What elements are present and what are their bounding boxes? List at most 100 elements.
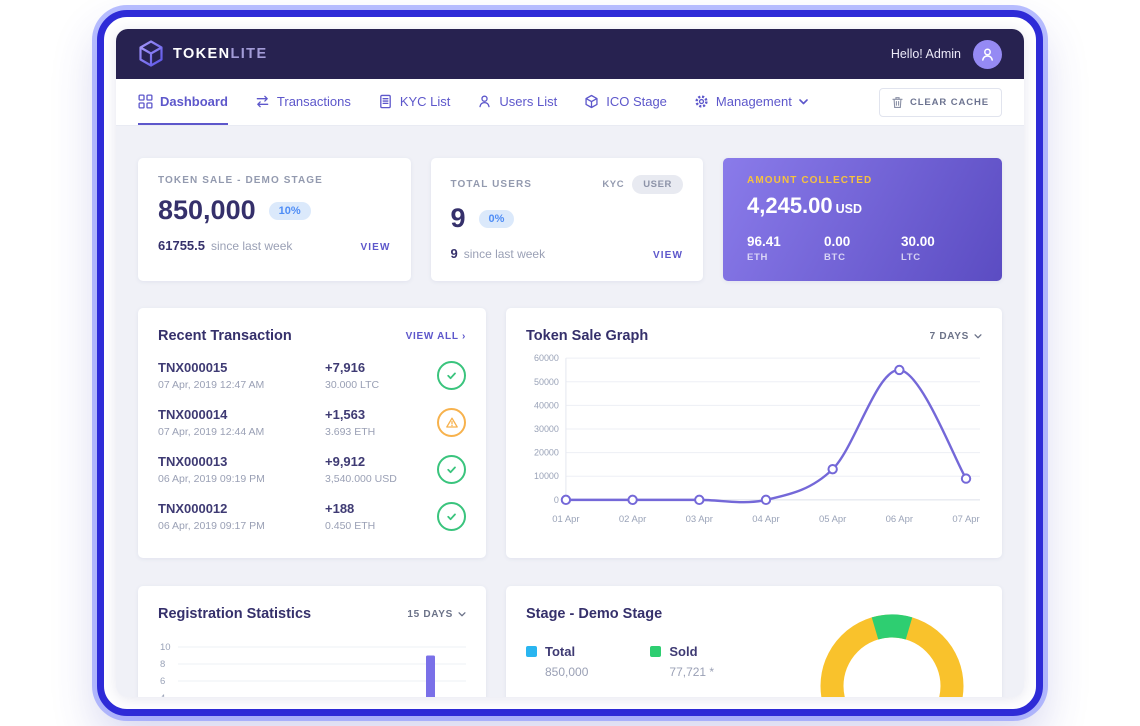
toggle-kyc[interactable]: KYC — [602, 179, 625, 190]
transaction-row[interactable]: TNX000012 06 Apr, 2019 09:17 PM +188 0.4… — [158, 501, 466, 532]
tab-users-list[interactable]: Users List — [477, 79, 557, 125]
coin-ltc: 30.00 LTC — [901, 234, 935, 263]
total-users-view-link[interactable]: VIEW — [653, 250, 683, 261]
svg-text:03 Apr: 03 Apr — [686, 514, 713, 525]
svg-text:30000: 30000 — [534, 424, 559, 434]
top-bar-right: Hello! Admin — [890, 39, 1002, 69]
chevron-down-icon — [974, 333, 982, 338]
range-select-7-days[interactable]: 7 DAYS — [930, 331, 982, 342]
cube-logo-icon — [139, 40, 163, 67]
amount-collected-value: 4,245.00 USD — [747, 193, 863, 218]
svg-text:04 Apr: 04 Apr — [752, 514, 779, 525]
token-sale-percent-badge: 10% — [268, 201, 311, 220]
svg-text:07 Apr: 07 Apr — [952, 514, 979, 525]
tab-transactions[interactable]: Transactions — [255, 79, 351, 125]
registration-statistics-card: Registration Statistics 15 DAYS 1086420 — [138, 586, 486, 697]
legend-sold-swatch — [650, 646, 662, 657]
svg-text:40000: 40000 — [534, 400, 559, 410]
tab-label: Users List — [499, 94, 558, 109]
total-users-stat-card: TOTAL USERS KYC USER 9 0% 9 since last w… — [430, 158, 703, 281]
clear-cache-button[interactable]: CLEAR CACHE — [878, 87, 1002, 117]
delta-label: since last week — [211, 239, 293, 253]
svg-text:01 Apr: 01 Apr — [552, 514, 579, 525]
card-title: Registration Statistics — [158, 606, 312, 622]
card-title: Recent Transaction — [158, 328, 292, 344]
coin-btc: 0.00 BTC — [824, 234, 851, 263]
user-avatar[interactable] — [973, 39, 1002, 69]
tab-label: KYC List — [399, 94, 451, 109]
dashboard-grid-icon — [138, 94, 153, 109]
total-users-value: 9 — [450, 203, 466, 233]
tab-ico-stage[interactable]: ICO Stage — [584, 79, 667, 125]
chevron-down-icon — [458, 611, 466, 616]
tab-label: Transactions — [276, 94, 351, 109]
tab-label: ICO Stage — [606, 94, 667, 109]
range-select-15-days[interactable]: 15 DAYS — [407, 609, 466, 620]
delta-label: since last week — [463, 247, 546, 261]
registration-bar-chart: 1086420 — [160, 642, 466, 697]
tab-dashboard[interactable]: Dashboard — [138, 79, 228, 125]
stats-row: TOKEN SALE - DEMO STAGE 850,000 10% 6175… — [138, 158, 1002, 281]
svg-text:20000: 20000 — [534, 448, 559, 458]
svg-text:4: 4 — [160, 693, 165, 697]
toggle-user[interactable]: USER — [632, 175, 683, 194]
status-success-icon — [437, 361, 466, 390]
list-document-icon — [380, 94, 391, 109]
legend-total: Total 850,000 — [526, 644, 588, 679]
gear-icon — [695, 95, 708, 108]
person-icon — [982, 48, 993, 61]
clear-cache-label: CLEAR CACHE — [909, 96, 989, 108]
stage-donut-chart — [820, 614, 964, 697]
total-users-percent-badge: 0% — [478, 209, 515, 228]
svg-text:60000: 60000 — [534, 353, 559, 363]
svg-text:06 Apr: 06 Apr — [886, 514, 913, 525]
stage-donut-wrap — [808, 602, 976, 697]
transaction-row[interactable]: TNX000013 06 Apr, 2019 09:19 PM +9,912 3… — [158, 454, 466, 485]
tab-management[interactable]: Management — [694, 79, 808, 125]
token-sale-delta: 61755.5 — [158, 238, 205, 253]
tab-label: Management — [715, 94, 792, 109]
transaction-row[interactable]: TNX000014 07 Apr, 2019 12:44 AM +1,563 3… — [158, 407, 466, 438]
stage-legend: Total 850,000 Sold 77,721 * — [526, 644, 982, 679]
svg-text:10000: 10000 — [534, 471, 559, 481]
currency-label: USD — [835, 202, 863, 216]
svg-text:0: 0 — [554, 495, 559, 505]
user-icon — [479, 95, 491, 108]
legend-sold: Sold 77,721 * — [650, 644, 714, 679]
card-title: Token Sale Graph — [526, 328, 649, 344]
token-sale-stat-card: TOKEN SALE - DEMO STAGE 850,000 10% 6175… — [138, 158, 411, 281]
brand-name: TOKENLITE — [173, 46, 268, 62]
status-success-icon — [437, 502, 466, 531]
token-sale-view-link[interactable]: VIEW — [360, 242, 391, 253]
browser-frame: TOKENLITE Hello! Admin Dashboard — [97, 10, 1043, 716]
token-sale-value: 850,000 — [158, 195, 256, 225]
users-kyc-toggle: KYC USER — [602, 175, 683, 194]
svg-text:50000: 50000 — [534, 377, 559, 387]
tab-kyc-list[interactable]: KYC List — [378, 79, 451, 125]
dashboard-content: TOKEN SALE - DEMO STAGE 850,000 10% 6175… — [116, 126, 1024, 697]
tab-label: Dashboard — [160, 94, 228, 109]
status-warning-icon — [437, 408, 466, 437]
swap-arrows-icon — [256, 95, 269, 108]
cube-icon — [585, 94, 598, 109]
transaction-row[interactable]: TNX000015 07 Apr, 2019 12:47 AM +7,916 3… — [158, 360, 466, 391]
app-window: TOKENLITE Hello! Admin Dashboard — [116, 29, 1024, 697]
nav-bar: Dashboard Transactions KYC List Users Li… — [116, 79, 1024, 126]
svg-text:10: 10 — [160, 642, 171, 653]
stat-title: TOKEN SALE - DEMO STAGE — [158, 175, 323, 186]
amount-collected-title: AMOUNT COLLECTED — [747, 175, 873, 186]
svg-text:02 Apr: 02 Apr — [619, 514, 646, 525]
view-all-link[interactable]: VIEW ALL › — [405, 330, 466, 342]
greeting-text: Hello! Admin — [890, 47, 961, 61]
coin-totals: 96.41 ETH 0.00 BTC 30.00 LTC — [747, 234, 978, 263]
stage-demo-stage-card: Stage - Demo Stage Total 850,000 — [506, 586, 1002, 697]
amount-collected-card: AMOUNT COLLECTED 4,245.00 USD 96.41 ETH 0… — [723, 158, 1002, 281]
coin-eth: 96.41 ETH — [747, 234, 781, 263]
token-sale-line-chart: 0 10000 20000 30000 40000 50000 60000 01 Apr 02 … — [534, 353, 981, 525]
brand-logo: TOKENLITE — [138, 40, 268, 68]
card-title: Stage - Demo Stage — [526, 606, 663, 622]
top-bar: TOKENLITE Hello! Admin — [116, 29, 1024, 79]
stat-title: TOTAL USERS — [450, 179, 533, 190]
total-users-delta: 9 — [450, 246, 458, 261]
svg-text:8: 8 — [160, 659, 165, 670]
